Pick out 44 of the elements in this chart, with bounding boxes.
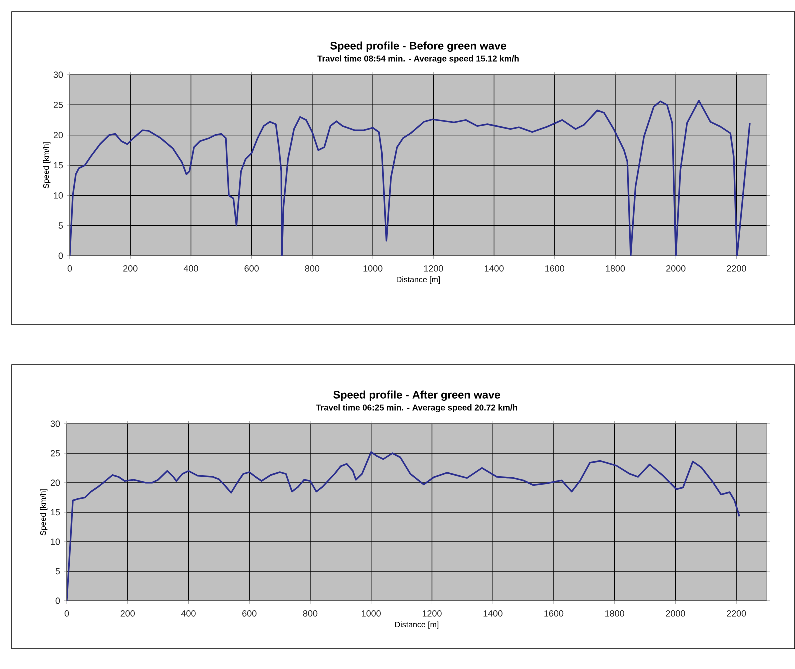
y-tick-label: 0 [58,252,64,260]
y-tick-label: 30 [54,72,64,78]
x-tick-label: 800 [305,266,320,272]
chart-title: Speed profile - Before green wave [330,42,506,52]
y-tick-label: 30 [50,420,60,428]
x-tick-label: 600 [244,266,259,272]
y-tick-label: 0 [56,598,60,604]
x-tick-label: 2200 [727,266,746,272]
x-tick-label: 1200 [422,610,442,617]
x-tick-label: 200 [120,610,136,617]
chart-title: Speed profile - After green wave [334,390,500,402]
y-tick-label: 25 [50,450,60,457]
y-tick-label: 5 [56,568,60,575]
y-tick-label: 10 [51,538,60,546]
x-tick-label: 2000 [666,610,686,617]
x-tick-label: 0 [68,266,72,272]
x-tick-label: 2000 [666,266,686,272]
x-tick-label: 400 [181,610,196,617]
x-tick-label: 1800 [606,266,626,272]
x-tick-label: 1600 [544,610,564,617]
y-tick-label: 15 [51,509,60,516]
y-tick-label: 10 [54,192,64,199]
y-tick-label: 25 [54,102,64,108]
x-tick-label: 400 [184,266,198,272]
x-tick-label: 800 [303,610,318,617]
chart-subtitle: Travel time 08:54 min. - Average speed 15.12 km/h [318,56,519,64]
x-tick-label: 1000 [362,610,381,617]
x-tick-label: 1200 [424,266,444,272]
chart-subtitle: Travel time 06:25 min. - Average speed 20.72 km/h [316,404,518,412]
y-tick-label: 15 [54,162,64,169]
y-tick-label: 20 [50,480,60,486]
x-tick-label: 1800 [606,610,624,617]
x-tick-label: 1400 [484,610,503,617]
x-tick-label: 1400 [484,266,504,272]
line-series [70,100,751,256]
x-tick-label: 200 [124,266,138,272]
line-series [67,452,740,601]
x-tick-label: 0 [64,610,70,617]
y-tick-label: 5 [58,222,64,229]
x-tick-label: 1600 [546,266,564,272]
x-tick-label: 1000 [364,266,383,272]
x-tick-label: 2200 [727,610,746,617]
y-tick-label: 20 [54,132,64,138]
x-tick-label: 600 [242,610,257,617]
